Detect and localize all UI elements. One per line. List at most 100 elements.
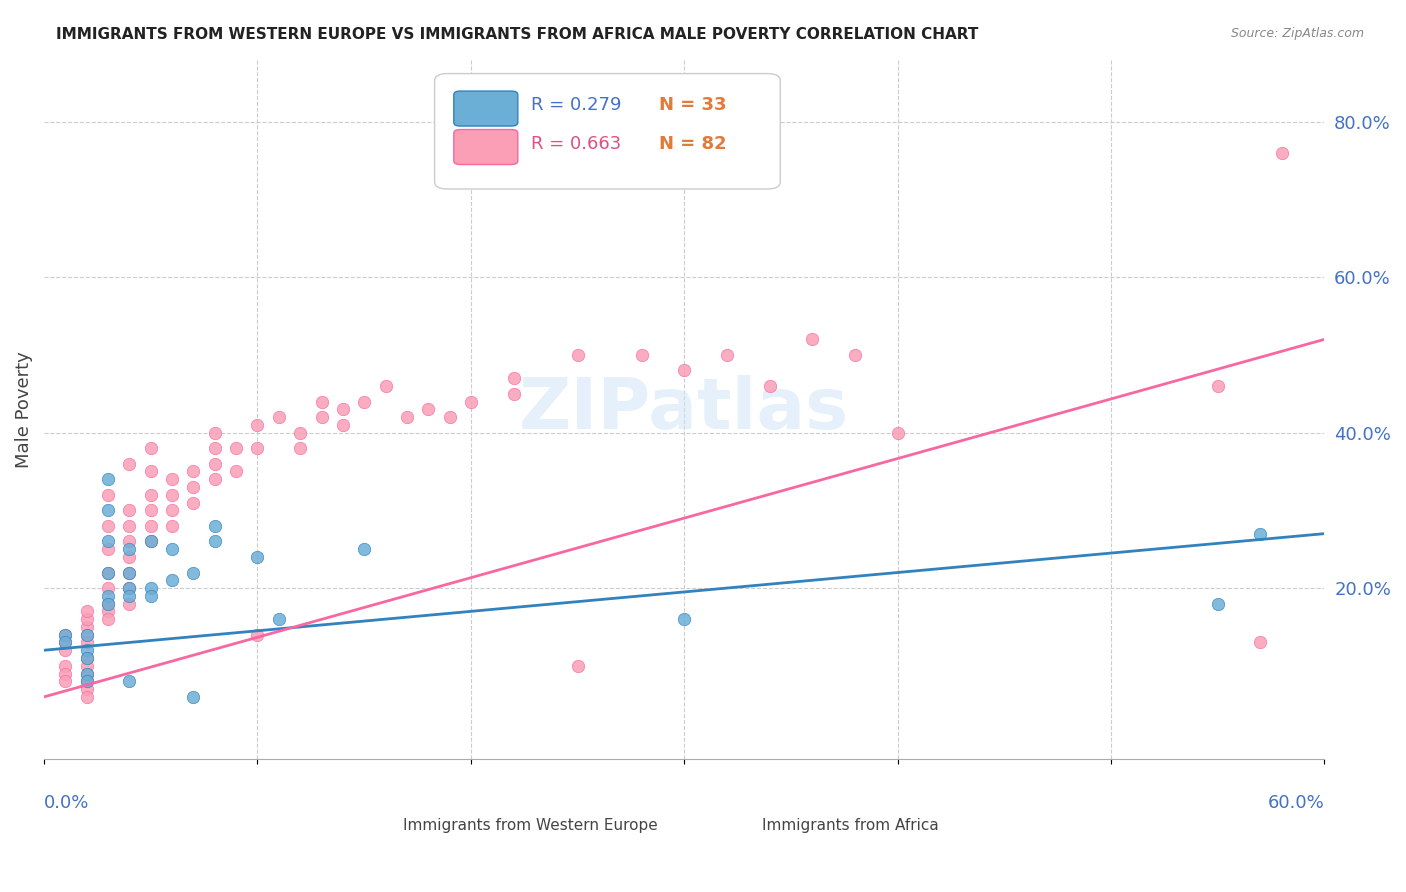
Point — [160, 472, 183, 486]
Point — [139, 465, 162, 479]
Point — [246, 441, 269, 455]
Point — [76, 612, 98, 626]
Point — [332, 402, 354, 417]
Point — [139, 503, 162, 517]
Point — [160, 542, 183, 557]
Point — [567, 658, 589, 673]
Point — [246, 417, 269, 432]
Point — [55, 635, 77, 649]
Text: Source: ZipAtlas.com: Source: ZipAtlas.com — [1230, 27, 1364, 40]
Point — [886, 425, 908, 440]
Point — [139, 441, 162, 455]
Text: Immigrants from Africa: Immigrants from Africa — [762, 819, 939, 833]
Point — [97, 597, 120, 611]
Point — [1271, 145, 1294, 160]
Point — [183, 690, 205, 704]
Point — [76, 674, 98, 689]
Text: N = 82: N = 82 — [658, 135, 727, 153]
Point — [204, 441, 226, 455]
Point — [844, 348, 866, 362]
Text: ZIPatlas: ZIPatlas — [519, 375, 849, 444]
Point — [311, 394, 333, 409]
Point — [502, 386, 524, 401]
Point — [118, 457, 141, 471]
Point — [76, 658, 98, 673]
Point — [288, 441, 311, 455]
Point — [801, 332, 824, 346]
Point — [118, 566, 141, 580]
Point — [97, 581, 120, 595]
Point — [1249, 635, 1271, 649]
Point — [160, 574, 183, 588]
Point — [311, 410, 333, 425]
Point — [246, 628, 269, 642]
Point — [204, 472, 226, 486]
Point — [97, 566, 120, 580]
Point — [118, 566, 141, 580]
Point — [55, 635, 77, 649]
Point — [183, 495, 205, 509]
Point — [567, 348, 589, 362]
Point — [1249, 526, 1271, 541]
Point — [76, 628, 98, 642]
FancyBboxPatch shape — [740, 809, 776, 829]
Point — [139, 519, 162, 533]
Point — [118, 589, 141, 603]
Point — [673, 612, 696, 626]
Point — [353, 394, 375, 409]
Y-axis label: Male Poverty: Male Poverty — [15, 351, 32, 467]
Point — [76, 690, 98, 704]
Point — [502, 371, 524, 385]
Text: N = 33: N = 33 — [658, 96, 725, 114]
Point — [225, 465, 247, 479]
Point — [183, 566, 205, 580]
Point — [76, 651, 98, 665]
Point — [160, 488, 183, 502]
Point — [97, 604, 120, 618]
Point — [204, 519, 226, 533]
FancyBboxPatch shape — [381, 809, 418, 829]
Text: R = 0.279: R = 0.279 — [530, 96, 621, 114]
Point — [183, 480, 205, 494]
Point — [139, 488, 162, 502]
Point — [55, 628, 77, 642]
Point — [97, 519, 120, 533]
Point — [76, 674, 98, 689]
Point — [97, 566, 120, 580]
Point — [97, 597, 120, 611]
Point — [55, 674, 77, 689]
Point — [76, 682, 98, 697]
Point — [76, 651, 98, 665]
Point — [225, 441, 247, 455]
FancyBboxPatch shape — [434, 73, 780, 189]
Point — [374, 379, 396, 393]
Point — [76, 620, 98, 634]
Point — [139, 534, 162, 549]
Point — [97, 472, 120, 486]
Point — [460, 394, 482, 409]
Point — [118, 519, 141, 533]
Point — [267, 612, 290, 626]
Point — [204, 457, 226, 471]
Point — [395, 410, 418, 425]
Point — [118, 542, 141, 557]
Point — [353, 542, 375, 557]
Point — [630, 348, 652, 362]
Point — [55, 666, 77, 681]
Point — [97, 488, 120, 502]
Text: 0.0%: 0.0% — [44, 794, 90, 812]
Point — [439, 410, 461, 425]
Point — [76, 666, 98, 681]
FancyBboxPatch shape — [454, 91, 517, 126]
Point — [204, 425, 226, 440]
Text: IMMIGRANTS FROM WESTERN EUROPE VS IMMIGRANTS FROM AFRICA MALE POVERTY CORRELATIO: IMMIGRANTS FROM WESTERN EUROPE VS IMMIGR… — [56, 27, 979, 42]
Point — [118, 581, 141, 595]
Point — [118, 674, 141, 689]
Point — [183, 465, 205, 479]
Point — [118, 597, 141, 611]
Point — [118, 549, 141, 564]
Point — [288, 425, 311, 440]
Point — [76, 628, 98, 642]
Point — [97, 534, 120, 549]
Point — [1206, 597, 1229, 611]
